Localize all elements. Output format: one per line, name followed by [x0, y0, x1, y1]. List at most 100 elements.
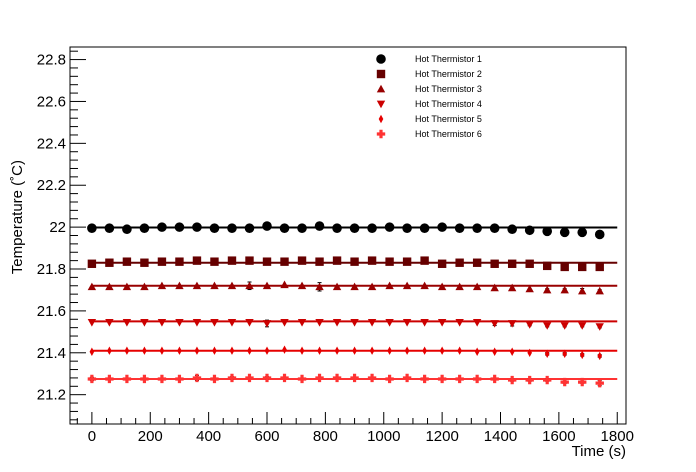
data-point: [437, 282, 447, 291]
data-point: [560, 322, 569, 330]
data-point: [542, 261, 552, 271]
data-point: [367, 319, 377, 327]
data-point: [227, 223, 237, 233]
data-point: [577, 227, 588, 238]
data-point: [210, 281, 219, 290]
data-point: [489, 223, 500, 233]
x-tick-label: 200: [138, 428, 163, 445]
data-point: [454, 223, 465, 233]
data-point: [107, 346, 112, 355]
data-point: [595, 262, 604, 272]
data-point: [507, 259, 517, 268]
y-tick-label: 21.2: [37, 387, 66, 404]
data-point: [210, 257, 219, 266]
data-point: [350, 257, 359, 266]
x-tick-label: 1000: [367, 428, 400, 445]
data-point: [192, 256, 202, 265]
data-point: [280, 257, 289, 266]
data-point: [177, 346, 182, 355]
data-point: [562, 349, 568, 359]
data-point: [175, 374, 184, 384]
x-tick-label: 1200: [425, 428, 458, 445]
legend-marker: [376, 84, 386, 93]
data-point: [385, 319, 394, 327]
data-point: [297, 256, 307, 265]
data-point: [139, 223, 150, 233]
data-point: [87, 282, 97, 291]
data-point: [140, 319, 149, 327]
data-point: [455, 282, 464, 291]
y-tick-label: 22.6: [37, 93, 66, 110]
data-point: [157, 222, 167, 232]
data-point: [334, 346, 340, 355]
legend-marker: [376, 54, 386, 64]
data-point: [262, 320, 272, 328]
data-point: [385, 257, 394, 266]
data-point: [244, 223, 255, 233]
data-point: [597, 351, 603, 361]
data-point: [420, 374, 429, 384]
data-point: [474, 347, 480, 356]
data-point: [175, 319, 184, 327]
x-tick-label: 1600: [542, 428, 575, 445]
data-point: [595, 286, 604, 295]
data-point: [227, 281, 237, 290]
data-point: [140, 374, 149, 384]
legend-entry: Hot Thermistor 2: [415, 69, 482, 79]
data-point: [157, 257, 167, 266]
data-point: [367, 223, 377, 233]
data-point: [192, 222, 202, 232]
data-point: [578, 286, 587, 295]
data-point: [490, 283, 499, 292]
data-point: [315, 373, 324, 383]
data-point: [490, 259, 499, 268]
legend-marker: [376, 129, 386, 139]
data-point: [594, 229, 605, 240]
x-axis: 0 200 400 600 800 1000 1200 1400 1600 1800: [76, 412, 634, 445]
data-point: [142, 346, 147, 355]
legend-marker: [376, 69, 386, 79]
data-point: [385, 374, 394, 384]
legend-entry: Hot Thermistor 1: [415, 54, 482, 64]
data-point: [262, 257, 272, 266]
data-point: [524, 225, 535, 236]
data-point: [175, 257, 184, 266]
x-tick-label: 1400: [484, 428, 517, 445]
data-point: [507, 375, 517, 385]
data-point: [105, 374, 114, 384]
data-point: [245, 256, 254, 265]
data-point: [455, 374, 464, 384]
data-point: [350, 373, 359, 383]
data-point: [349, 223, 360, 233]
data-point: [245, 281, 254, 290]
data-point: [210, 374, 219, 384]
data-point: [402, 281, 412, 290]
data-point: [402, 223, 412, 233]
data-point: [455, 258, 464, 267]
data-point: [297, 374, 307, 384]
data-point: [439, 346, 445, 355]
data-point: [542, 322, 552, 330]
data-point: [229, 346, 235, 355]
data-point: [507, 283, 517, 292]
data-point: [578, 322, 587, 330]
data-point: [578, 377, 587, 387]
data-point: [262, 281, 272, 290]
data-point: [490, 320, 499, 328]
data-point: [509, 347, 515, 356]
data-point: [192, 373, 202, 383]
data-point: [437, 374, 447, 384]
data-point: [595, 323, 604, 331]
data-point: [385, 281, 394, 290]
data-point: [262, 373, 272, 383]
data-point: [578, 262, 587, 272]
data-point: [105, 282, 114, 291]
data-point: [544, 349, 550, 359]
data-point: [402, 257, 412, 266]
data-point: [419, 223, 430, 233]
data-point: [350, 319, 359, 327]
data-point: [350, 282, 359, 291]
y-axis-title: Temperature (˚C): [9, 160, 26, 274]
data-point: [332, 282, 342, 291]
y-tick-label: 22: [49, 219, 66, 236]
